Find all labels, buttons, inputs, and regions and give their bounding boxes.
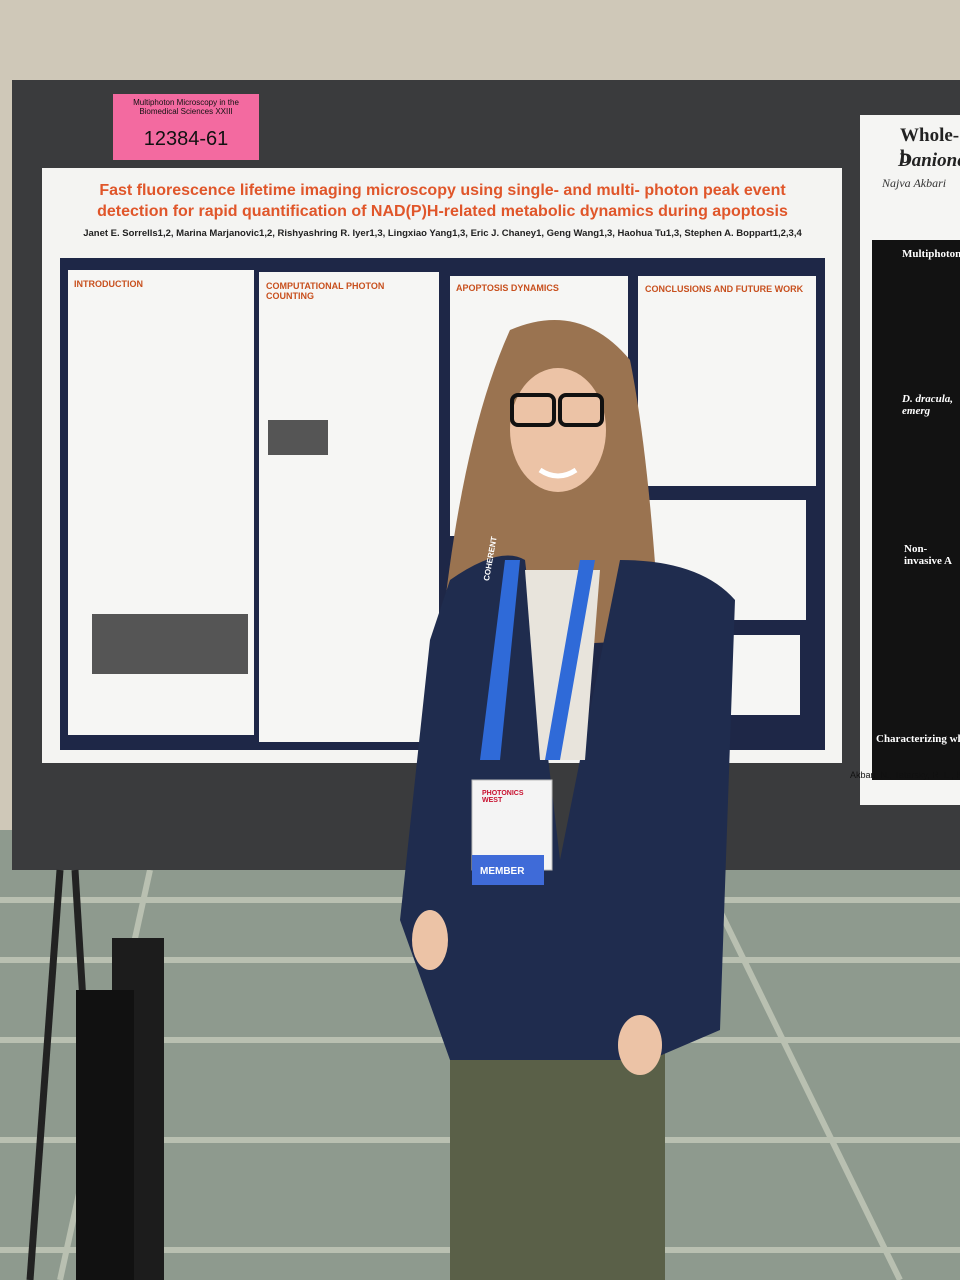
poster-tubes (76, 938, 164, 1280)
person (400, 320, 735, 1280)
session-name: Multiphoton Microscopy in the Biomedical… (133, 98, 239, 116)
badge-event: PHOTONICS WEST (482, 790, 524, 804)
neighbor-heading: D. dracula, emerg (902, 393, 954, 417)
neighbor-poster-body (872, 240, 960, 780)
neighbor-heading: Non-invasive A (904, 543, 952, 567)
section-heading: CONCLUSIONS AND FUTURE WORK (645, 284, 804, 294)
neighbor-author: Najva Akbari (882, 176, 947, 190)
neighbor-subtitle: Danione (898, 150, 960, 171)
figure-thumbnails (92, 420, 328, 674)
section-heading: APOPTOSIS DYNAMICS (456, 283, 559, 293)
neighbor-title: Whole-b (900, 125, 960, 168)
session-sign (113, 94, 259, 160)
poster-title: Fast fluorescence lifetime imaging micro… (97, 182, 788, 220)
section-heading: COMPUTATIONAL PHOTON COUNTING (266, 281, 385, 301)
abstract-number: 12384-61 (143, 128, 229, 150)
neighbor-heading: Multiphoton (902, 248, 960, 260)
section-heading: INTRODUCTION (74, 279, 143, 289)
badge-ribbon: MEMBER (480, 866, 525, 877)
neighbor-citation: Akbari, N., Tatarsky, R. L., Kolk (850, 770, 960, 780)
neighbor-heading: Characterizing whole-br (876, 733, 960, 745)
poster-authors: Janet E. Sorrells1,2, Marina Marjanovic1… (83, 228, 802, 239)
